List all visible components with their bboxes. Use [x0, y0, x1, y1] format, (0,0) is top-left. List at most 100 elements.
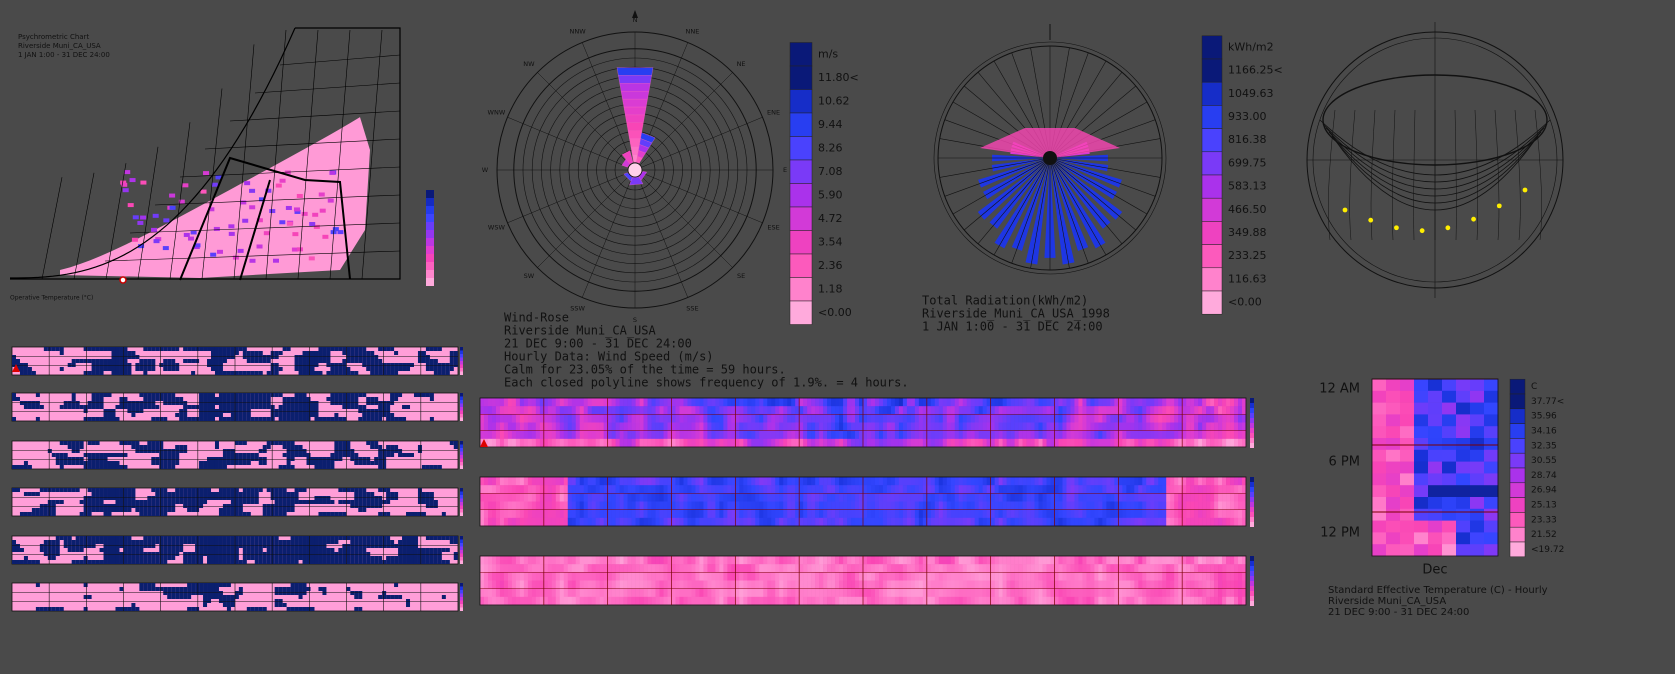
strip-cell — [330, 552, 335, 556]
heat-cell — [878, 398, 884, 407]
strip-cell — [382, 591, 387, 595]
strip-cell — [199, 347, 204, 351]
heat-cell — [882, 430, 888, 440]
strip-cell — [151, 540, 156, 544]
strip-cell — [310, 536, 315, 540]
legend-swatch — [1201, 197, 1223, 222]
strip-cell — [242, 371, 247, 375]
strip-cell — [230, 457, 235, 461]
heat-cell — [1122, 501, 1127, 510]
strip-cell — [366, 492, 371, 496]
heat-cell — [1074, 509, 1079, 519]
sun-position — [1496, 203, 1502, 209]
heat-cell — [551, 430, 557, 440]
heat-cell — [1178, 414, 1183, 423]
strip-cell — [195, 583, 200, 587]
heat-cell — [551, 414, 557, 423]
heat-cell — [667, 406, 672, 415]
heat-cell — [1142, 398, 1147, 407]
data-cell — [120, 180, 127, 185]
strip-cell — [238, 371, 243, 375]
strip-cell — [111, 504, 116, 508]
heat-cell — [691, 406, 696, 415]
heat-cell — [894, 430, 900, 440]
strip-cell — [322, 540, 327, 544]
heat-cell — [1042, 398, 1047, 407]
heat-cell — [815, 493, 820, 502]
heat-cell — [723, 430, 728, 440]
strip-cell — [278, 508, 283, 512]
heat-cell — [607, 414, 612, 423]
strip-cell — [250, 453, 255, 457]
strip-cell — [358, 508, 363, 512]
legend-swatch — [789, 112, 813, 137]
strip-cell — [246, 417, 251, 421]
heat-cell — [1034, 485, 1039, 494]
strip-cell — [318, 500, 323, 504]
strip-cell — [171, 397, 176, 401]
heat-cell — [691, 501, 696, 510]
heat-cell — [930, 406, 936, 415]
heat-cell — [1122, 414, 1127, 423]
strip-cell — [79, 359, 84, 363]
heat-cell — [1010, 414, 1015, 423]
strip-cell — [242, 488, 247, 492]
strip-cell — [378, 409, 383, 413]
heat-cell — [815, 517, 820, 527]
strip-cell — [270, 417, 275, 421]
heat-cell — [986, 398, 991, 407]
heat-cell — [990, 430, 995, 440]
strip-cell — [234, 413, 239, 417]
strip-cell — [294, 417, 299, 421]
strip-cell — [358, 552, 363, 556]
strip-cell — [119, 397, 124, 401]
heat-cell — [619, 422, 624, 431]
legend-swatch — [426, 238, 434, 246]
strip-cell — [143, 587, 148, 591]
heat-cell — [1078, 517, 1083, 527]
heat-cell — [779, 398, 784, 407]
strip-cell — [27, 405, 32, 409]
heat-cell — [539, 485, 545, 494]
strip-cell — [246, 492, 251, 496]
strip-cell — [318, 587, 323, 591]
strip-cell — [354, 405, 359, 409]
strip-cell — [286, 587, 291, 591]
heat-cell — [839, 485, 844, 494]
heat-cell — [643, 406, 648, 415]
heat-cell — [575, 485, 581, 494]
strip-cell — [290, 409, 295, 413]
strip-cell — [326, 540, 331, 544]
radiation-wedge — [991, 158, 1050, 172]
strip-cell — [159, 540, 164, 544]
strip-cell — [99, 461, 104, 465]
heat-cell — [795, 501, 800, 510]
heat-cell — [783, 517, 788, 527]
strip-cell — [306, 552, 311, 556]
strip-cell — [258, 540, 263, 544]
strip-cell — [410, 556, 414, 560]
heat-cell — [1078, 414, 1083, 423]
heat-cell — [1058, 406, 1063, 415]
heat-cell — [962, 438, 968, 448]
heat-cell — [843, 438, 848, 448]
strip-cell — [143, 583, 148, 587]
heat-cell — [619, 485, 624, 494]
strip-cell — [171, 492, 176, 496]
strip-cell — [370, 544, 375, 548]
heat-cell — [870, 430, 876, 440]
strip-cell — [262, 359, 267, 363]
heat-cell — [1214, 398, 1219, 407]
heat-cell — [1202, 398, 1207, 407]
strip-cell — [234, 508, 239, 512]
heat-cell — [1142, 517, 1147, 527]
strip-cell — [258, 488, 263, 492]
strip-cell — [433, 500, 438, 504]
heat-cell — [1010, 493, 1015, 502]
strip-cell — [71, 405, 76, 409]
heat-cell — [703, 477, 708, 486]
heat-cell — [707, 422, 712, 431]
heat-cell — [1134, 438, 1139, 448]
strip-cell — [218, 595, 223, 599]
heat-cell — [1222, 422, 1227, 431]
